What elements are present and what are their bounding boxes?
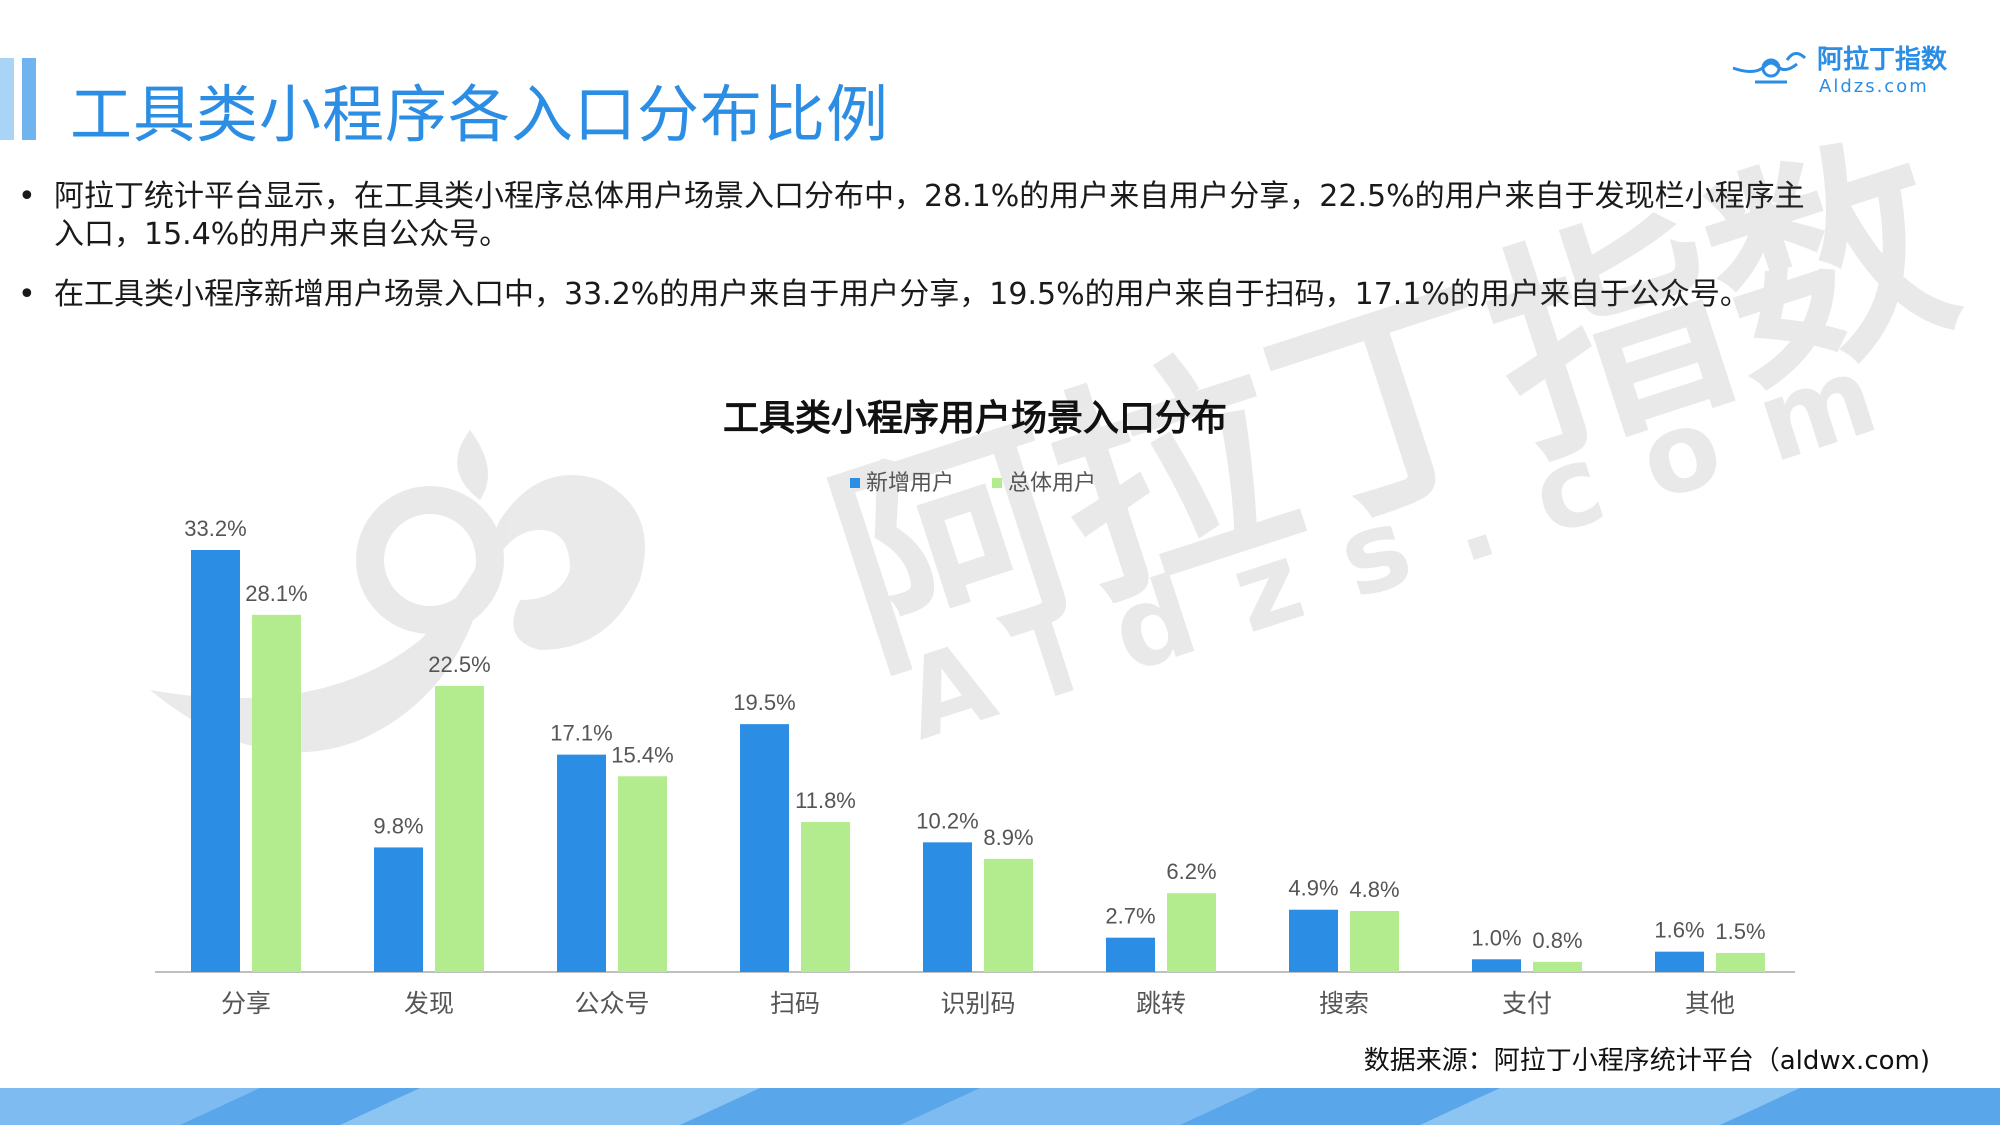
legend-label-total: 总体用户 <box>1008 471 1096 496</box>
bar-total-users <box>435 686 484 972</box>
data-label: 11.8% <box>795 788 856 813</box>
footer-band <box>0 1088 2000 1125</box>
data-label: 0.8% <box>1532 928 1582 953</box>
x-tick-label: 识别码 <box>940 989 1015 1018</box>
bullet-item: 在工具类小程序新增用户场景入口中，33.2%的用户来自于用户分享，19.5%的用… <box>18 276 1818 314</box>
data-label: 6.2% <box>1166 859 1216 884</box>
x-tick-label: 扫码 <box>770 989 820 1018</box>
legend-label-new: 新增用户 <box>866 471 954 496</box>
chart-legend: 新增用户 总体用户 <box>850 471 1096 496</box>
bar-new-users <box>1106 937 1155 972</box>
bar-new-users <box>1655 951 1704 972</box>
x-tick-label: 公众号 <box>574 989 649 1018</box>
bar-new-users <box>374 847 423 972</box>
bar-total-users <box>1716 952 1765 972</box>
bar-total-users <box>618 776 667 972</box>
data-label: 4.9% <box>1288 876 1338 901</box>
title-accent-bar <box>22 58 36 140</box>
legend-swatch-new <box>850 478 860 488</box>
bullet-item: 阿拉丁统计平台显示，在工具类小程序总体用户场景入口分布中，28.1%的用户来自用… <box>18 178 1818 254</box>
bar-total-users <box>1350 910 1399 972</box>
brand-url: Aldzs.com <box>1819 76 1929 97</box>
x-tick-label: 跳转 <box>1136 989 1186 1018</box>
bar-new-users <box>1472 959 1521 972</box>
summary-bullets: 阿拉丁统计平台显示，在工具类小程序总体用户场景入口分布中，28.1%的用户来自用… <box>18 178 1818 336</box>
x-tick-label: 搜索 <box>1319 989 1369 1018</box>
bar-total-users <box>1533 961 1582 972</box>
data-label: 1.0% <box>1471 925 1521 950</box>
bar-new-users <box>191 550 240 972</box>
chart: 工具类小程序用户场景入口分布 新增用户 总体用户 33.2% 28.1% 分享 9.8… <box>155 398 1795 1018</box>
data-label: 1.6% <box>1654 918 1704 943</box>
bar-new-users <box>557 754 606 972</box>
bar-total-users <box>252 614 301 972</box>
bar-total-users <box>984 858 1033 972</box>
data-label: 17.1% <box>550 721 612 746</box>
data-label: 4.8% <box>1349 877 1399 902</box>
brand-logo: 阿拉丁指数 Aldzs.com <box>1732 44 1948 97</box>
data-label: 28.1% <box>245 581 307 606</box>
lamp-icon <box>1732 52 1807 84</box>
x-tick-label: 支付 <box>1502 989 1552 1018</box>
data-label: 1.5% <box>1715 919 1765 944</box>
source-note: 数据来源：阿拉丁小程序统计平台（aldwx.com) <box>1363 1046 1930 1076</box>
x-tick-label: 分享 <box>221 989 271 1018</box>
bar-new-users <box>740 724 789 972</box>
data-label: 15.4% <box>611 742 673 767</box>
data-label: 33.2% <box>184 516 246 541</box>
brand-name: 阿拉丁指数 <box>1817 44 1948 75</box>
x-tick-label: 其他 <box>1685 989 1735 1018</box>
bar-total-users <box>1167 893 1216 972</box>
data-label: 22.5% <box>428 652 490 677</box>
bars-group: 33.2% 28.1% 分享 9.8% 22.5% 发现 17.1%15.4% 公众号 19.5… <box>184 516 1765 1018</box>
title-accent-bar-light <box>0 58 14 140</box>
data-label: 19.5% <box>733 690 795 715</box>
page-title: 工具类小程序各入口分布比例 <box>70 78 890 151</box>
data-label: 9.8% <box>373 813 423 838</box>
x-tick-label: 发现 <box>404 989 454 1018</box>
bar-new-users <box>1289 909 1338 972</box>
data-label: 8.9% <box>983 825 1033 850</box>
bar-new-users <box>923 842 972 972</box>
data-label: 2.7% <box>1105 904 1155 929</box>
data-label: 10.2% <box>916 808 978 833</box>
legend-swatch-total <box>992 478 1002 488</box>
chart-title: 工具类小程序用户场景入口分布 <box>723 398 1227 439</box>
bar-total-users <box>801 822 850 972</box>
